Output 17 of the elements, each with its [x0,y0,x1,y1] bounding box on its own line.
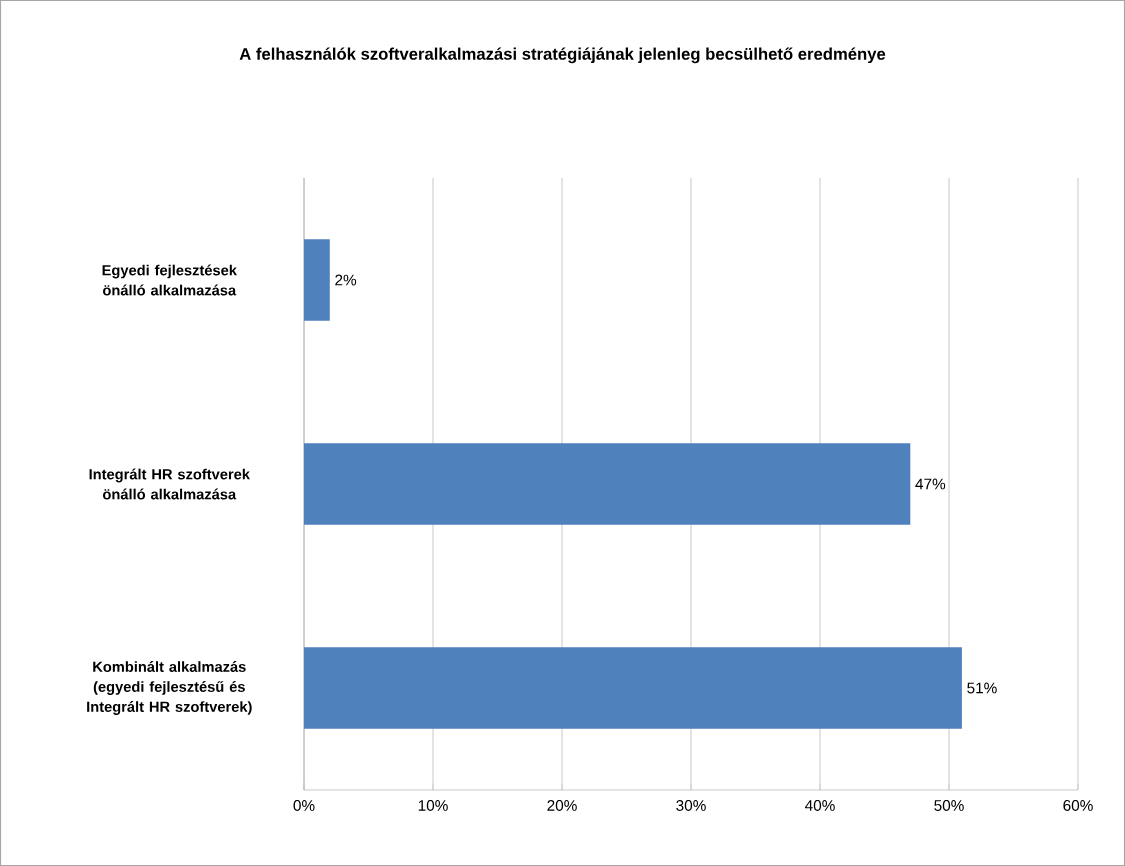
x-tick-label: 20% [547,800,577,811]
x-tick-label: 50% [934,800,964,811]
x-tick-label: 30% [676,800,706,811]
y-tick-label: Integrált HR szoftverek önálló alkalmazása [89,468,250,500]
x-tick-label: 60% [1063,800,1093,811]
y-tick-label: Kombinált alkalmazás (egyedi fejlesztésű és Integrált HR szoftverek) [87,661,252,715]
bar [304,443,911,525]
data-label: 51% [967,682,997,694]
x-tick-label: 10% [418,800,448,811]
bar [304,239,330,321]
x-tick-label: 40% [805,800,835,811]
y-tick-label: Egyedi fejlesztések önálló alkalmazása [102,264,237,296]
bar [304,647,962,729]
data-label: 2% [335,274,357,286]
data-label: 47% [915,478,946,490]
x-tick-label: 0% [293,800,315,811]
chart-title: A felhasználók szoftveralkalmazási stratégiájának jelenleg becsülhető eredménye [239,47,886,64]
